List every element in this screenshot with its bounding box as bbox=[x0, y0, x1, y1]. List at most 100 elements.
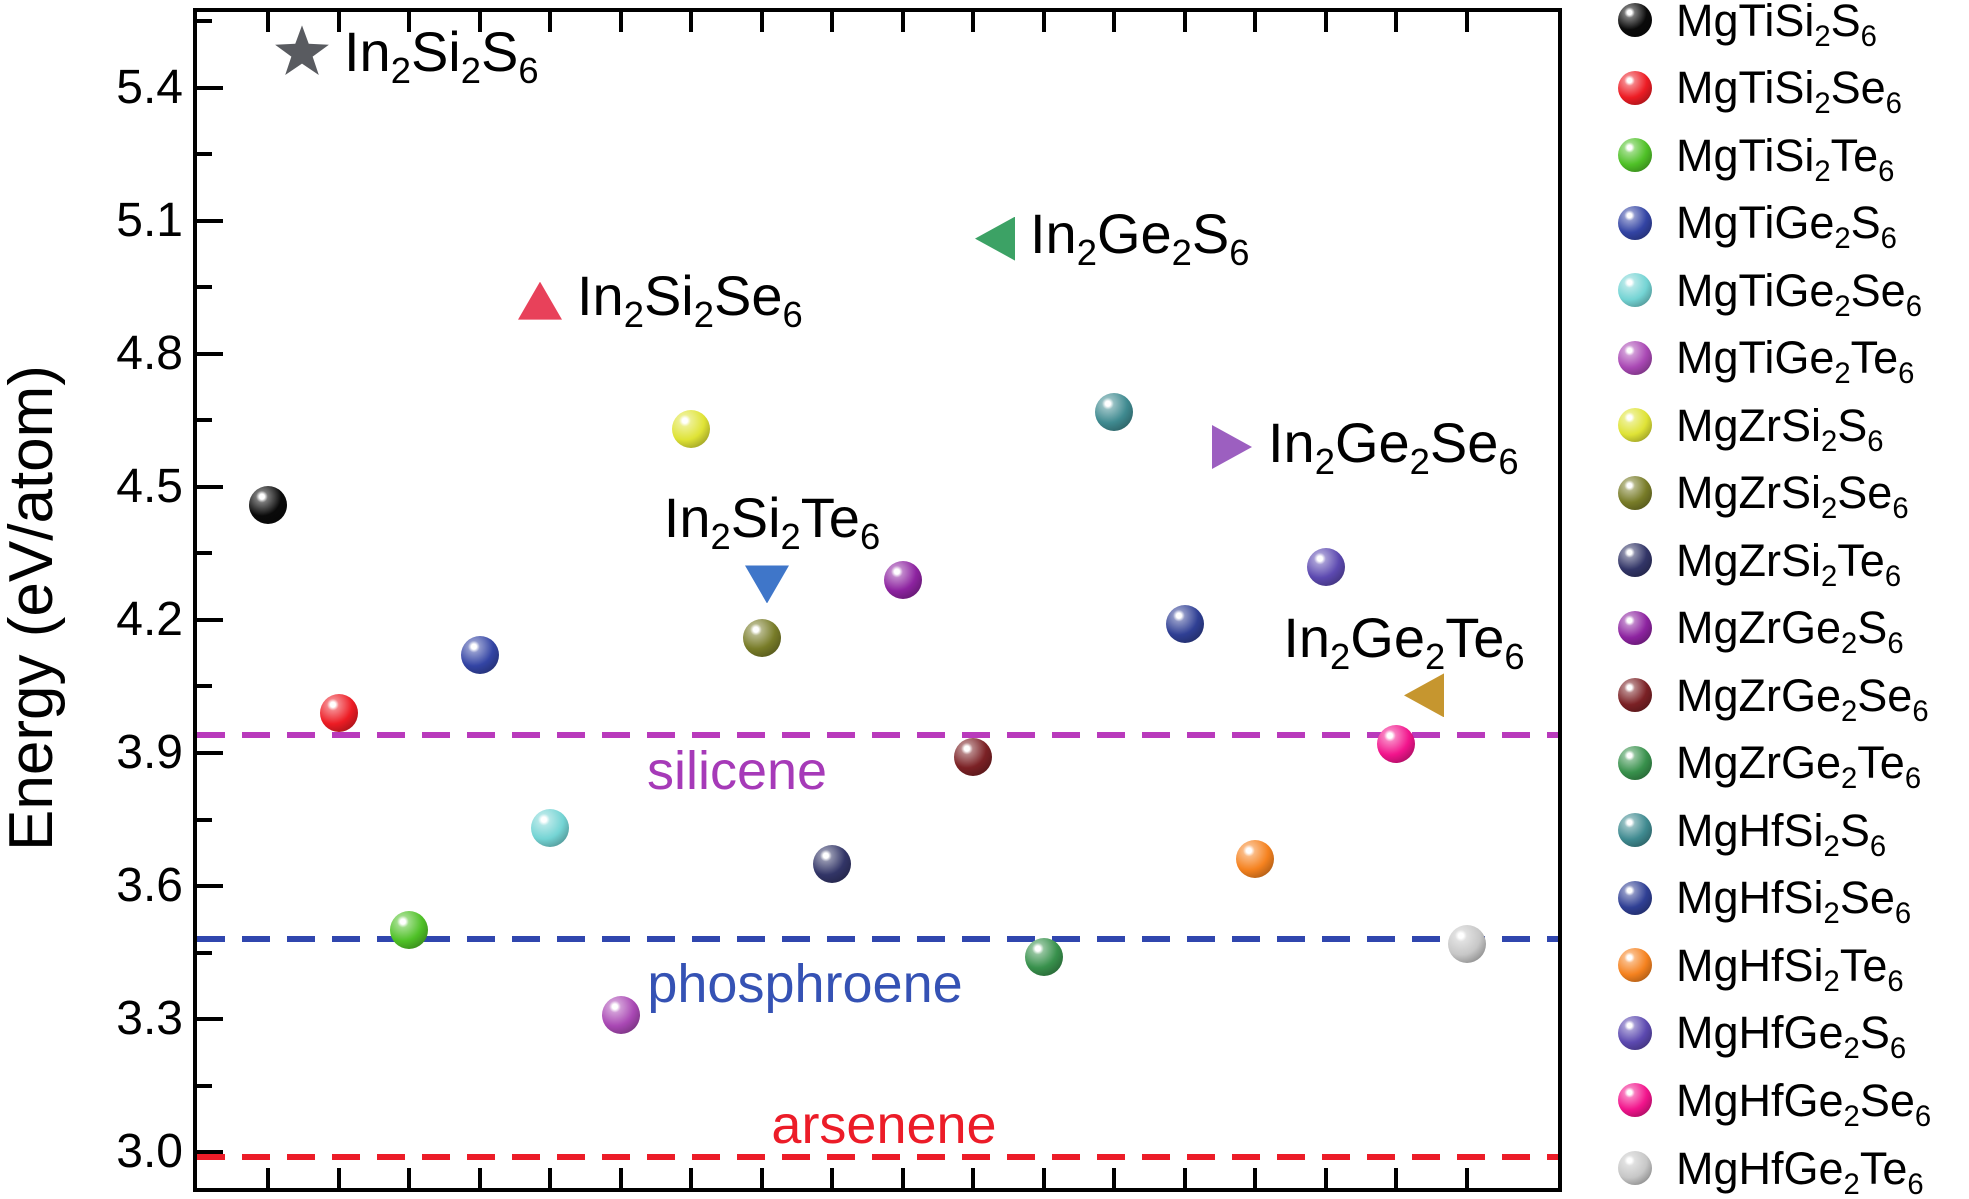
legend-label-MgTiSi2Se6: MgTiSi2Se6 bbox=[1676, 62, 1902, 121]
data-point-MgHfGe2Te6 bbox=[1447, 924, 1486, 963]
x-bottom-tick bbox=[477, 1168, 482, 1188]
legend-label-MgTiGe2S6: MgTiGe2S6 bbox=[1676, 197, 1897, 256]
legend-item-MgTiGe2Te6: MgTiGe2Te6 bbox=[1618, 325, 1914, 391]
y-major-tick bbox=[197, 85, 223, 91]
x-bottom-tick bbox=[407, 1168, 411, 1188]
legend-item-MgZrSi2Te6: MgZrSi2Te6 bbox=[1618, 527, 1901, 593]
sphere-icon bbox=[1618, 610, 1652, 645]
data-point-MgHfSi2Te6 bbox=[1236, 840, 1274, 879]
legend-item-MgZrGe2S6: MgZrGe2S6 bbox=[1618, 595, 1904, 661]
legend-label-MgZrGe2Te6: MgZrGe2Te6 bbox=[1676, 737, 1922, 796]
data-point-MgTiGe2Se6 bbox=[531, 809, 569, 848]
legend-item-MgTiGe2Se6: MgTiGe2Se6 bbox=[1618, 257, 1922, 323]
x-top-tick bbox=[1323, 12, 1328, 32]
y-major-tick bbox=[197, 750, 223, 756]
x-bottom-tick bbox=[689, 1168, 693, 1188]
x-top-tick bbox=[618, 12, 623, 32]
data-point-MgTiSi2Se6 bbox=[319, 694, 358, 733]
x-top-tick bbox=[477, 12, 482, 32]
x-bottom-tick bbox=[1394, 1168, 1398, 1188]
y-tick-label: 4.5 bbox=[116, 459, 183, 513]
data-point-MgTiSi2Te6 bbox=[390, 911, 428, 950]
sphere-icon bbox=[1618, 205, 1652, 240]
legend-item-MgZrSi2S6: MgZrSi2S6 bbox=[1618, 392, 1884, 458]
data-point-MgZrGe2S6 bbox=[883, 561, 922, 600]
sphere-icon bbox=[1618, 3, 1652, 37]
legend-item-MgTiSi2Se6: MgTiSi2Se6 bbox=[1618, 55, 1902, 121]
legend-label-MgHfSi2S6: MgHfSi2S6 bbox=[1676, 804, 1887, 863]
legend-item-MgZrGe2Se6: MgZrGe2Se6 bbox=[1618, 662, 1929, 728]
y-tick-label: 4.2 bbox=[116, 592, 183, 646]
sphere-icon bbox=[1618, 745, 1652, 780]
sphere-icon bbox=[1618, 340, 1652, 375]
annotation-label-In2Ge2S6: In2Ge2S6 bbox=[1030, 202, 1250, 274]
reference-label-phosphroene: phosphroene bbox=[647, 953, 963, 1014]
data-point-MgZrSi2Te6 bbox=[813, 844, 851, 883]
x-top-tick bbox=[900, 12, 905, 32]
legend-item-MgHfGe2Se6: MgHfGe2Se6 bbox=[1618, 1067, 1931, 1133]
legend-label-MgTiGe2Se6: MgTiGe2Se6 bbox=[1676, 264, 1922, 323]
y-minor-tick bbox=[197, 684, 212, 689]
y-minor-tick bbox=[197, 418, 212, 423]
x-bottom-tick bbox=[336, 1168, 341, 1188]
data-point-MgHfSi2Se6 bbox=[1165, 605, 1204, 644]
x-top-tick bbox=[1253, 12, 1257, 32]
x-bottom-tick bbox=[618, 1168, 623, 1188]
x-top-tick bbox=[689, 12, 693, 32]
legend-label-MgZrSi2Te6: MgZrSi2Te6 bbox=[1676, 534, 1902, 593]
data-point-MgTiGe2Te6 bbox=[601, 995, 640, 1034]
y-major-tick bbox=[197, 351, 223, 357]
annotation-label-In2Ge2Te6: In2Ge2Te6 bbox=[1283, 605, 1525, 677]
x-bottom-tick bbox=[1182, 1168, 1187, 1188]
sphere-icon bbox=[1618, 138, 1652, 173]
legend-label-MgZrSi2S6: MgZrSi2S6 bbox=[1676, 399, 1884, 458]
data-point-MgTiGe2S6 bbox=[460, 636, 499, 675]
x-top-tick bbox=[1112, 12, 1116, 32]
legend-item-MgHfGe2S6: MgHfGe2S6 bbox=[1618, 1000, 1906, 1066]
legend-item-MgTiSi2S6: MgTiSi2S6 bbox=[1618, 0, 1877, 53]
x-bottom-tick bbox=[1041, 1168, 1046, 1188]
x-bottom-tick bbox=[971, 1168, 975, 1188]
data-point-MgHfGe2Se6 bbox=[1377, 725, 1415, 764]
sphere-icon bbox=[1618, 813, 1652, 848]
legend-label-MgZrGe2Se6: MgZrGe2Se6 bbox=[1676, 669, 1929, 728]
y-minor-tick bbox=[197, 152, 212, 157]
annotation-label-In2Si2Se6: In2Si2Se6 bbox=[577, 264, 803, 336]
legend-label-MgTiGe2Te6: MgTiGe2Te6 bbox=[1676, 332, 1915, 391]
y-axis-title: Energy (eV/atom) bbox=[0, 365, 66, 851]
sphere-icon bbox=[1618, 70, 1652, 105]
sphere-icon bbox=[1618, 1015, 1652, 1050]
legend-item-MgTiSi2Te6: MgTiSi2Te6 bbox=[1618, 122, 1894, 188]
sphere-icon bbox=[1618, 1083, 1652, 1118]
x-top-tick bbox=[1041, 12, 1046, 32]
y-tick-label: 4.8 bbox=[116, 326, 183, 380]
y-major-tick bbox=[197, 883, 223, 889]
x-bottom-tick bbox=[900, 1168, 905, 1188]
legend-item-MgHfSi2S6: MgHfSi2S6 bbox=[1618, 797, 1886, 863]
x-top-tick bbox=[1464, 12, 1469, 32]
y-tick-label: 3.6 bbox=[116, 859, 183, 913]
x-bottom-tick bbox=[1323, 1168, 1328, 1188]
y-minor-tick bbox=[197, 950, 212, 955]
annotation-label-In2Si2S6: In2Si2S6 bbox=[344, 20, 539, 92]
data-point-MgTiSi2S6 bbox=[249, 485, 287, 524]
legend-item-MgTiGe2S6: MgTiGe2S6 bbox=[1618, 190, 1897, 256]
sphere-icon bbox=[1618, 543, 1652, 578]
x-top-tick bbox=[548, 12, 552, 32]
legend-item-MgHfSi2Te6: MgHfSi2Te6 bbox=[1618, 932, 1904, 998]
legend-label-MgHfGe2Te6: MgHfGe2Te6 bbox=[1676, 1142, 1924, 1199]
x-bottom-tick bbox=[759, 1168, 764, 1188]
sphere-icon bbox=[1618, 1151, 1652, 1185]
y-minor-tick bbox=[197, 1083, 212, 1088]
reference-label-arsenene: arsenene bbox=[771, 1095, 997, 1156]
sphere-icon bbox=[1618, 475, 1652, 510]
annotation-label-In2Si2Te6: In2Si2Te6 bbox=[663, 485, 881, 558]
y-minor-tick bbox=[197, 551, 212, 556]
x-top-tick bbox=[1394, 12, 1398, 32]
y-minor-tick bbox=[197, 817, 212, 822]
x-top-tick bbox=[1182, 12, 1187, 32]
data-point-MgZrSi2Se6 bbox=[742, 618, 781, 657]
x-top-tick bbox=[971, 12, 975, 32]
legend-item-MgHfSi2Se6: MgHfSi2Se6 bbox=[1618, 865, 1911, 931]
